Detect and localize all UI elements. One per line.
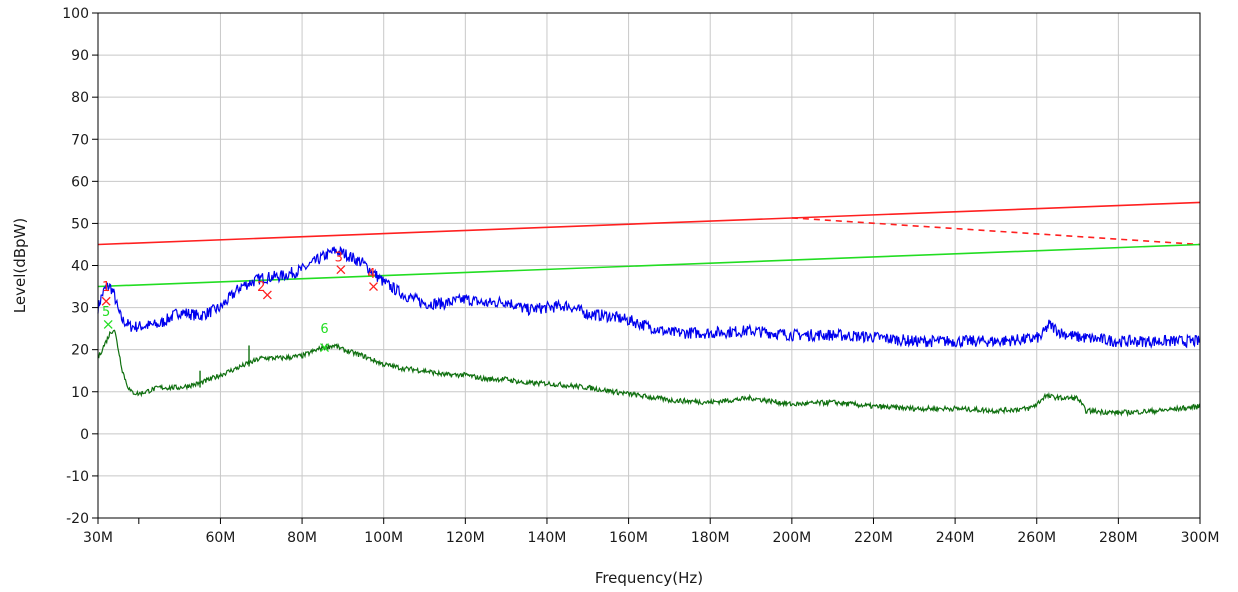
series-line-0 — [97, 201, 1201, 246]
marker-label-4: 4 — [367, 267, 375, 282]
marker-cross-stroke — [262, 290, 272, 300]
y-tick-label: 0 — [80, 427, 89, 443]
markers: 1 2 3 4 5 6 — [101, 250, 378, 353]
x-tick-label: 300M — [1181, 530, 1220, 546]
marker-cross-stroke — [336, 265, 346, 275]
x-tick-label: 160M — [609, 530, 648, 546]
x-tick-label: 30M — [83, 530, 113, 546]
x-tick-label: 180M — [691, 530, 730, 546]
y-tick-label: 10 — [71, 385, 89, 401]
y-axis-title: Level(dBpW) — [11, 218, 29, 313]
y-tick-label: -20 — [66, 511, 89, 527]
x-tick-label: 200M — [772, 530, 811, 546]
y-tick-label: 80 — [71, 90, 89, 106]
marker-cross — [336, 265, 346, 275]
x-tick-label: 140M — [528, 530, 567, 546]
marker-cross — [103, 319, 113, 329]
marker-cross-stroke — [369, 282, 378, 292]
x-tick-label: 280M — [1099, 530, 1138, 546]
marker-cross — [101, 296, 111, 306]
x-axis-tick-labels: 30M 60M 80M 100M 120M 140M 160M 180M 200M 220M 240… — [83, 530, 1219, 546]
x-tick-label: 100M — [364, 530, 403, 546]
y-tick-label: 60 — [71, 174, 89, 190]
x-tick-label: 80M — [287, 530, 317, 546]
y-tick-label: 90 — [71, 48, 89, 64]
marker-cross — [262, 290, 272, 300]
y-tick-label: 30 — [71, 301, 89, 317]
marker-cross — [320, 343, 329, 353]
series-lines — [97, 201, 1201, 418]
series-line-4 — [97, 329, 1201, 418]
x-tick-label: 260M — [1017, 530, 1056, 546]
marker-label-1: 1 — [102, 280, 110, 295]
series-line-1 — [791, 217, 1201, 246]
marker-cross-stroke — [101, 296, 111, 306]
y-tick-label: 40 — [71, 259, 89, 275]
y-tick-label: -10 — [66, 469, 89, 485]
marker-label-3: 3 — [335, 250, 343, 265]
x-tick-label: 220M — [854, 530, 893, 546]
marker-label-5: 5 — [102, 305, 110, 320]
marker-cross-stroke — [320, 343, 329, 353]
x-tick-label: 120M — [446, 530, 485, 546]
marker-label-6: 6 — [320, 322, 328, 337]
y-tick-label: 50 — [71, 216, 89, 232]
marker-cross-stroke — [103, 319, 113, 329]
marker-cross — [369, 282, 378, 292]
y-tick-label: 70 — [71, 132, 89, 148]
y-tick-label: 20 — [71, 343, 89, 359]
x-tick-label: 60M — [205, 530, 235, 546]
x-axis-title: Frequency(Hz) — [595, 569, 703, 587]
series-line-3 — [97, 245, 1201, 350]
x-tick-label: 240M — [936, 530, 975, 546]
y-tick-label: 100 — [62, 6, 89, 22]
marker-label-2: 2 — [257, 280, 265, 295]
axis-ticks — [92, 12, 1201, 524]
y-axis-tick-labels: -20 -10 0 10 20 30 40 50 60 70 80 90 100 — [62, 6, 89, 527]
